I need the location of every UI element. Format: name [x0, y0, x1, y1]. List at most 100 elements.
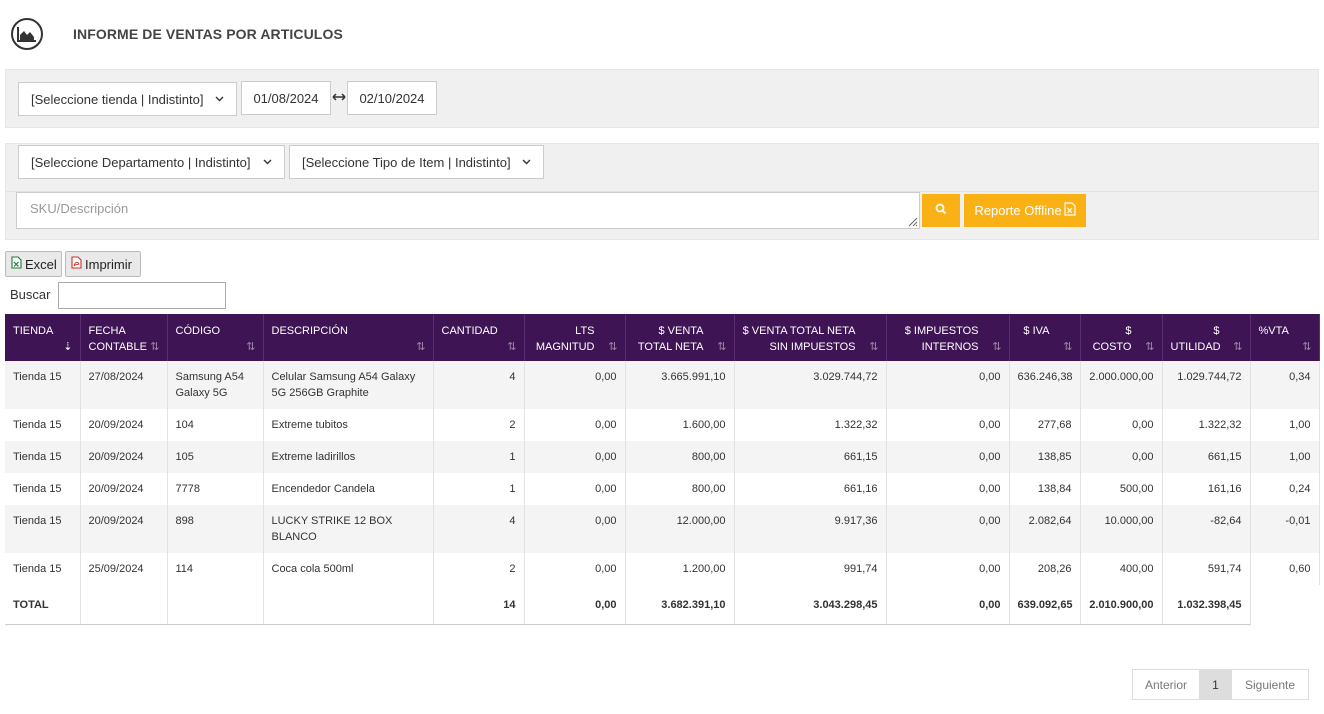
table-row: Tienda 15 20/09/2024 105 Extreme ladirillos… [5, 441, 1320, 473]
column-header-label: SIN IMPUESTOS [769, 341, 856, 353]
date-range-arrow-icon [332, 91, 346, 105]
offline-report-label: Reporte Offline [974, 203, 1062, 218]
table-cell: 2.082,64 [1009, 505, 1081, 553]
column-header[interactable]: %VTA ⇅ [1250, 314, 1320, 361]
sort-icon[interactable]: ⇅ [150, 341, 160, 353]
column-header[interactable]: $ COSTO ⇅ [1080, 314, 1163, 361]
pagination-prev[interactable]: Anterior [1133, 670, 1200, 699]
column-header-label: DESCRIPCIÓN [271, 325, 348, 337]
table-cell: 0,00 [524, 441, 626, 473]
table-cell: 1.322,32 [734, 409, 887, 441]
column-header-label: CANTIDAD [441, 325, 498, 337]
column-header-label: $ IMPUESTOS [904, 325, 979, 337]
sort-icon[interactable]: ⇅ [246, 341, 256, 353]
sku-description-input[interactable]: SKU/Descripción [16, 192, 920, 229]
table-cell: 0,34 [1250, 361, 1320, 409]
total-cell: 0,00 [524, 585, 626, 625]
resize-grip-icon[interactable] [906, 215, 918, 227]
table-cell: 991,74 [734, 553, 887, 585]
column-header-label: $ [1125, 325, 1132, 337]
table-search-label: Buscar [10, 287, 51, 302]
table-cell: 0,00 [886, 409, 1010, 441]
table-cell: 1.322,32 [1162, 409, 1251, 441]
table-search-input[interactable] [58, 282, 226, 309]
sort-asc-icon[interactable]: ⇣ [63, 341, 73, 353]
column-header[interactable]: DESCRIPCIÓN ⇅ [263, 314, 434, 361]
table-cell: 20/09/2024 [80, 409, 168, 441]
column-header-label: MAGNITUD [535, 341, 595, 353]
total-cell: 1.032.398,45 [1162, 585, 1251, 625]
sort-icon[interactable]: ⇅ [416, 341, 426, 353]
page-title: INFORME DE VENTAS POR ARTICULOS [73, 26, 343, 42]
table-cell: 12.000,00 [625, 505, 735, 553]
excel-button[interactable]: Excel [5, 251, 62, 277]
table-header: TIENDA ⇣ FECHA CONTABLE ⇅ CÓDIGO ⇅ DESCRIPCIÓN ⇅… [5, 314, 1320, 361]
pdf-file-icon [71, 256, 82, 272]
table-cell: 0,60 [1250, 553, 1320, 585]
table-cell: 0,00 [886, 361, 1010, 409]
search-button[interactable] [922, 194, 960, 227]
pagination-current-page[interactable]: 1 [1200, 670, 1232, 699]
sort-icon[interactable]: ⇅ [992, 341, 1002, 353]
sort-icon[interactable]: ⇅ [717, 341, 727, 353]
table-row: Tienda 15 25/09/2024 114 Coca cola 500ml 2 0,… [5, 553, 1320, 585]
sort-icon[interactable]: ⇅ [608, 341, 618, 353]
store-select[interactable]: [Seleccione tienda | Indistinto] [18, 82, 237, 116]
sort-icon[interactable]: ⇅ [1302, 341, 1312, 353]
column-header-label: CONTABLE [88, 341, 147, 353]
column-header-label: $ [1213, 325, 1220, 337]
table-cell: 2.000.000,00 [1080, 361, 1163, 409]
table-cell: 7778 [167, 473, 264, 505]
sku-placeholder: SKU/Descripción [30, 201, 129, 216]
table-cell: 10.000,00 [1080, 505, 1163, 553]
chevron-down-icon [521, 157, 531, 167]
sort-icon[interactable]: ⇅ [1145, 341, 1155, 353]
print-button[interactable]: Imprimir [65, 251, 141, 277]
sort-icon[interactable]: ⇅ [507, 341, 517, 353]
table-cell: 9.917,36 [734, 505, 887, 553]
table-cell: 208,26 [1009, 553, 1081, 585]
offline-report-button[interactable]: Reporte Offline [964, 194, 1086, 227]
department-select[interactable]: [Seleccione Departamento | Indistinto] [18, 145, 285, 179]
table-cell: 500,00 [1080, 473, 1163, 505]
table-cell: 20/09/2024 [80, 441, 168, 473]
table-cell: -0,01 [1250, 505, 1320, 553]
table-cell: 4 [433, 361, 525, 409]
column-header[interactable]: $ IMPUESTOS INTERNOS ⇅ [886, 314, 1010, 361]
table-cell: 20/09/2024 [80, 473, 168, 505]
column-header[interactable]: $ IVA ⇅ [1009, 314, 1081, 361]
table-cell: Encendedor Candela [263, 473, 434, 505]
table-cell: Tienda 15 [5, 473, 81, 505]
column-header-label: CÓDIGO [175, 325, 221, 337]
column-header[interactable]: TIENDA ⇣ [5, 314, 81, 361]
column-header[interactable]: $ UTILIDAD ⇅ [1162, 314, 1251, 361]
table-cell: 1 [433, 473, 525, 505]
total-cell: 3.682.391,10 [625, 585, 735, 625]
date-to-input[interactable]: 02/10/2024 [347, 81, 437, 115]
column-header[interactable]: CÓDIGO ⇅ [167, 314, 264, 361]
table-cell: 0,00 [886, 441, 1010, 473]
item-type-select[interactable]: [Seleccione Tipo de Item | Indistinto] [289, 145, 544, 179]
sort-icon[interactable]: ⇅ [1233, 341, 1243, 353]
sales-table: TIENDA ⇣ FECHA CONTABLE ⇅ CÓDIGO ⇅ DESCRIPCIÓN ⇅… [5, 314, 1320, 625]
table-cell: 0,00 [524, 409, 626, 441]
date-from-input[interactable]: 01/08/2024 [241, 81, 331, 115]
table-cell: 636.246,38 [1009, 361, 1081, 409]
column-header[interactable]: LTS MAGNITUD ⇅ [524, 314, 626, 361]
table-body: Tienda 15 27/08/2024 Samsung A54 Galaxy 5G… [5, 361, 1320, 625]
sort-icon[interactable]: ⇅ [1063, 341, 1073, 353]
store-select-value: [Seleccione tienda | Indistinto] [31, 91, 204, 107]
column-header-label: $ VENTA TOTAL NETA [742, 325, 856, 337]
column-header[interactable]: CANTIDAD ⇅ [433, 314, 525, 361]
column-header[interactable]: $ VENTA TOTAL NETA SIN IMPUESTOS ⇅ [734, 314, 887, 361]
column-header[interactable]: $ VENTA TOTAL NETA ⇅ [625, 314, 735, 361]
table-row: Tienda 15 20/09/2024 898 LUCKY STRIKE 12 BO… [5, 505, 1320, 553]
table-cell: 898 [167, 505, 264, 553]
table-cell: 0,00 [524, 553, 626, 585]
pagination-next[interactable]: Siguiente [1244, 677, 1296, 692]
column-header[interactable]: FECHA CONTABLE ⇅ [80, 314, 168, 361]
table-cell: Tienda 15 [5, 409, 81, 441]
totals-row: TOTAL 14 0,00 3.682.391,10 3.043.298,45 0,00 6… [5, 585, 1319, 625]
table-cell: Celular Samsung A54 Galaxy 5G 256GB Grap… [263, 361, 434, 409]
sort-icon[interactable]: ⇅ [869, 341, 879, 353]
